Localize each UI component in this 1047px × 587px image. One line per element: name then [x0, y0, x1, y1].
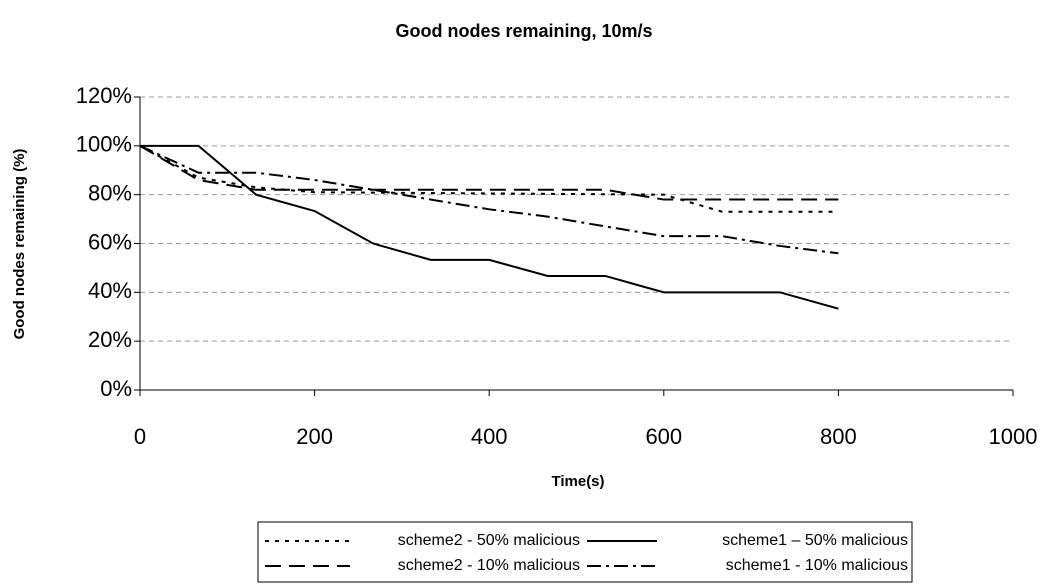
legend-label: scheme2 - 10% malicious: [398, 557, 580, 574]
legend-label: scheme1 – 50% malicious: [722, 532, 908, 549]
y-tick-label: 0%: [100, 376, 132, 401]
y-tick-label: 120%: [76, 83, 132, 108]
series-line: [140, 144, 839, 310]
y-axis-label: Good nodes remaining (%): [11, 149, 28, 340]
x-tick-label: 800: [820, 424, 857, 449]
y-tick-label: 40%: [88, 278, 132, 303]
y-tick-label: 100%: [76, 132, 132, 157]
x-tick-label: 200: [296, 424, 333, 449]
x-tick-label: 600: [645, 424, 682, 449]
chart-title: Good nodes remaining, 10m/s: [395, 21, 652, 41]
legend-label: scheme2 - 50% malicious: [398, 532, 580, 549]
y-tick-label: 20%: [88, 327, 132, 352]
x-tick-label: 1000: [989, 424, 1038, 449]
series-line: [139, 144, 839, 201]
series-line: [139, 144, 839, 213]
legend-label: scheme1 - 10% malicious: [726, 557, 908, 574]
x-tick-label: 400: [471, 424, 508, 449]
legend-box: [257, 521, 913, 583]
y-tick-label: 60%: [88, 229, 132, 254]
x-tick-label: 0: [134, 424, 146, 449]
series-line: [139, 144, 839, 255]
x-axis-label: Time(s): [551, 473, 604, 490]
y-tick-label: 80%: [88, 180, 132, 205]
